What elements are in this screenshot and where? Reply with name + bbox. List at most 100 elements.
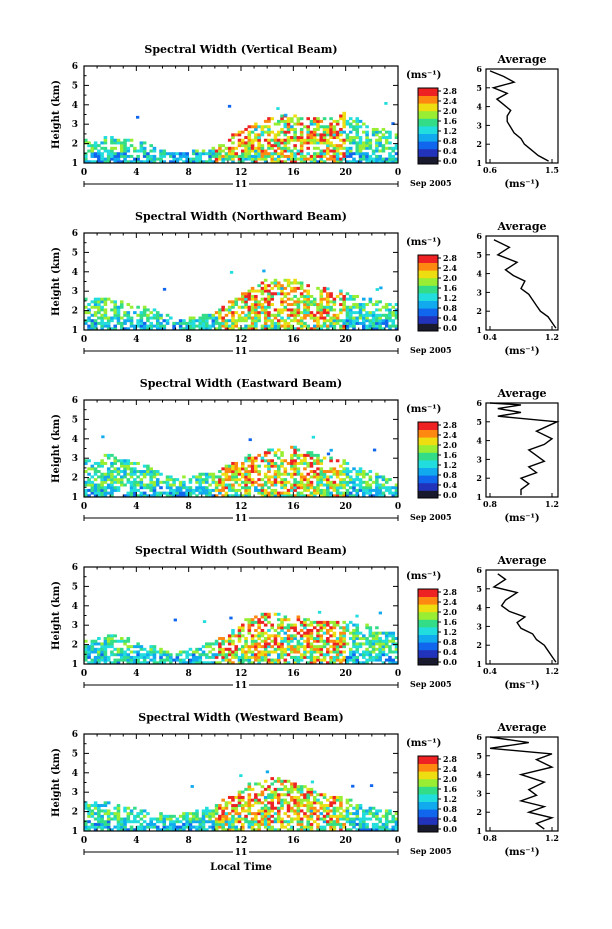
heatmap-cell xyxy=(365,623,369,627)
heatmap-cell xyxy=(110,472,114,476)
heatmap-cell xyxy=(139,661,144,665)
heatmap-cell xyxy=(332,820,337,824)
heatmap-cell xyxy=(97,297,101,301)
heatmap-cell xyxy=(218,653,222,657)
heatmap-cell xyxy=(135,115,140,119)
heatmap-cell xyxy=(165,817,170,821)
heatmap-cell xyxy=(165,475,170,479)
heatmap-cell xyxy=(306,642,310,646)
heatmap-cell xyxy=(306,327,310,331)
average-frame xyxy=(485,402,559,498)
heatmap-cell xyxy=(299,785,304,789)
heatmap-cell xyxy=(247,133,252,137)
heatmap-cell xyxy=(273,316,278,320)
heatmap-cell xyxy=(299,281,304,285)
heatmap-cell xyxy=(188,817,193,821)
heatmap-cell xyxy=(119,464,124,468)
heatmap-cell xyxy=(339,472,343,476)
heatmap-cell xyxy=(116,160,121,164)
heatmap-cell xyxy=(319,294,324,298)
heatmap-cell xyxy=(100,820,104,824)
heatmap-cell xyxy=(263,297,268,301)
heatmap-cell xyxy=(116,488,121,492)
heatmap-cell xyxy=(195,154,199,158)
heatmap-cell xyxy=(375,486,379,490)
heatmap-cell xyxy=(296,615,301,619)
heatmap-cell xyxy=(293,319,297,323)
heatmap-cell xyxy=(276,308,281,312)
heatmap-cell xyxy=(87,480,91,484)
heatmap-cell xyxy=(309,637,314,641)
heatmap-cell xyxy=(267,316,271,320)
heatmap-cell xyxy=(231,650,235,654)
heatmap-cell xyxy=(129,472,134,476)
heatmap-cell xyxy=(175,491,180,495)
heatmap-cell xyxy=(214,160,219,164)
heatmap-cell xyxy=(214,812,219,816)
heatmap-cell xyxy=(368,626,373,630)
colorbar-tick-label: 2.8 xyxy=(443,587,457,597)
heatmap-cell xyxy=(286,321,291,325)
heatmap-cell xyxy=(257,305,261,309)
heatmap-cell xyxy=(93,141,98,145)
heatmap-cell xyxy=(384,316,389,320)
heatmap-cell xyxy=(342,825,346,829)
heatmap-cell xyxy=(250,825,255,829)
heatmap-cell xyxy=(342,327,346,331)
heatmap-cell xyxy=(87,661,91,665)
heatmap-cell xyxy=(123,144,127,148)
heatmap-cell xyxy=(234,478,239,482)
heatmap-cell xyxy=(149,316,153,320)
heatmap-cell xyxy=(375,637,379,641)
y-axis-label: Height (km) xyxy=(51,414,62,483)
heatmap-cell xyxy=(260,144,265,148)
heatmap-cell xyxy=(90,650,95,654)
heatmap-cell xyxy=(276,828,281,832)
heatmap-cell xyxy=(221,798,225,802)
heatmap-cell xyxy=(267,448,271,452)
heatmap-cell xyxy=(388,311,392,315)
heatmap-cell xyxy=(326,327,330,331)
heatmap-cell xyxy=(368,297,373,301)
heatmap-cell xyxy=(345,814,350,818)
heatmap-cell xyxy=(224,812,229,816)
heatmap-cell xyxy=(296,308,301,312)
heatmap-cell xyxy=(267,152,271,156)
heatmap-cell xyxy=(378,144,382,148)
y-tick-label: 3 xyxy=(72,621,78,631)
heatmap-cell xyxy=(87,327,91,331)
heatmap-cell xyxy=(227,486,232,490)
heatmap-cell xyxy=(286,136,291,140)
heatmap-cell xyxy=(358,472,363,476)
heatmap-cell xyxy=(250,623,255,627)
average-frame xyxy=(485,68,559,164)
heatmap-cell xyxy=(110,136,114,140)
heatmap-cell xyxy=(280,319,284,323)
heatmap-cell xyxy=(309,647,314,651)
heatmap-cell xyxy=(322,286,327,290)
heatmap-cell xyxy=(293,483,297,487)
heatmap-cell xyxy=(290,488,294,492)
heatmap-cell xyxy=(362,316,366,320)
heatmap-cell xyxy=(381,136,386,140)
heatmap-cell xyxy=(133,470,137,474)
heatmap-cell xyxy=(335,494,340,498)
heatmap-cell xyxy=(254,138,258,142)
heatmap-cell xyxy=(152,470,157,474)
heatmap-cell xyxy=(299,461,304,465)
heatmap-cell xyxy=(257,470,261,474)
heatmap-cell xyxy=(241,480,245,484)
heatmap-cell xyxy=(231,464,235,468)
heatmap-cell xyxy=(270,795,275,799)
heatmap-cell xyxy=(280,639,284,643)
heatmap-cell xyxy=(126,655,131,659)
heatmap-cell xyxy=(296,809,301,813)
heatmap-cell xyxy=(113,146,118,150)
heatmap-cell xyxy=(244,480,248,484)
heatmap-cell xyxy=(152,488,157,492)
heatmap-cell xyxy=(159,154,163,158)
heatmap-cell xyxy=(159,494,163,498)
month-year-label: Sep 2005 xyxy=(410,178,452,188)
heatmap-cell xyxy=(257,453,261,457)
heatmap-cell xyxy=(352,316,356,320)
